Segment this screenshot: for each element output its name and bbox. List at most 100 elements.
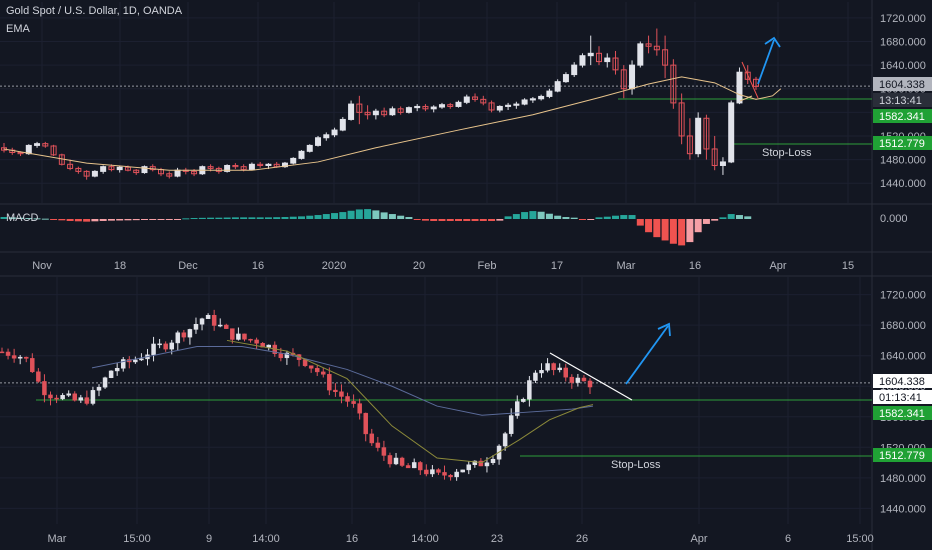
macd-bar — [140, 219, 148, 220]
price-tag-countdown-top: 13:13:41 — [873, 93, 932, 107]
macd-bar — [578, 219, 586, 220]
macd-bar — [74, 219, 82, 222]
candle — [484, 462, 490, 467]
macd-bar — [727, 214, 735, 219]
macd-bar — [240, 217, 248, 219]
macd-bar — [8, 217, 16, 219]
candle — [224, 164, 231, 172]
macd-bar — [570, 217, 578, 219]
stop-loss-label-bottom: Stop-Loss — [611, 459, 661, 471]
candle — [298, 150, 305, 159]
candle — [151, 343, 156, 356]
candle — [181, 332, 187, 338]
macd-bar — [463, 219, 471, 221]
macd-bar — [207, 217, 215, 219]
candle — [744, 71, 751, 80]
svg-text:01:13:41: 01:13:41 — [879, 392, 922, 404]
macd-bar — [488, 219, 496, 221]
price-tag-support-top: 1582.341 — [873, 109, 932, 123]
macd-bar — [231, 217, 239, 219]
candle — [315, 137, 322, 146]
macd-bar — [455, 219, 463, 221]
macd-bar — [669, 219, 677, 244]
candle — [30, 358, 35, 373]
candle — [393, 457, 399, 465]
x-tick-label: 2020 — [322, 260, 346, 272]
price-tag-stoploss-top: 1512.779 — [873, 136, 932, 150]
candle — [193, 324, 199, 330]
candle — [11, 355, 17, 359]
candle — [496, 105, 503, 111]
candle — [248, 338, 253, 341]
candle — [719, 161, 726, 166]
candle — [389, 108, 396, 116]
candle — [490, 458, 496, 464]
x-tick-label: 14:00 — [252, 533, 280, 545]
svg-text:13:13:41: 13:13:41 — [879, 95, 922, 107]
candle — [454, 471, 459, 478]
candle — [187, 329, 193, 338]
macd-bar — [289, 216, 297, 219]
macd-bar — [372, 210, 380, 219]
y-tick-label: 1440.000 — [880, 503, 926, 515]
x-tick-label: 6 — [785, 533, 791, 545]
macd-bar — [694, 219, 702, 233]
candle — [539, 370, 544, 374]
candle — [579, 55, 586, 66]
macd-bar — [83, 219, 91, 222]
candle — [23, 356, 29, 359]
candle — [508, 415, 514, 434]
candle — [357, 403, 362, 414]
x-tick-label: 20 — [413, 260, 425, 272]
candle — [414, 105, 421, 109]
candle — [521, 99, 528, 105]
candle — [48, 394, 53, 399]
macd-bar — [430, 219, 438, 221]
candle — [381, 447, 387, 456]
macd-label[interactable]: MACD — [6, 212, 38, 224]
support-trendline — [739, 95, 753, 102]
candle — [587, 380, 593, 388]
x-tick-label: 15:00 — [123, 533, 151, 545]
x-tick-label: Apr — [690, 533, 707, 545]
macd-bar — [612, 215, 620, 219]
macd-bar — [388, 214, 396, 219]
candle — [545, 363, 550, 371]
macd-bar — [545, 213, 553, 219]
candle — [448, 475, 453, 478]
candle — [345, 396, 350, 402]
x-tick-label: 9 — [206, 533, 212, 545]
x-tick-label: Mar — [617, 260, 636, 272]
x-tick-label: 18 — [114, 260, 126, 272]
candle — [54, 397, 59, 400]
candle — [333, 389, 338, 392]
macd-bar — [165, 219, 173, 220]
candle — [248, 163, 255, 171]
candle — [199, 318, 205, 325]
candle — [411, 462, 417, 469]
resistance-trendline — [741, 61, 759, 99]
candle — [100, 166, 107, 172]
indicator-label[interactable]: EMA — [6, 23, 31, 35]
macd-bar — [273, 217, 281, 219]
candle — [83, 170, 90, 177]
y-tick-label: 1440.000 — [880, 178, 926, 190]
macd-bar — [347, 210, 355, 219]
macd-bar — [479, 219, 487, 221]
candle — [281, 162, 288, 168]
macd-bar — [25, 218, 33, 220]
svg-text:1582.341: 1582.341 — [879, 111, 925, 123]
candle — [569, 376, 575, 383]
candle — [513, 103, 520, 106]
candle — [571, 64, 578, 76]
macd-bar — [529, 211, 537, 219]
macd-bar — [256, 217, 264, 219]
macd-bar — [215, 217, 223, 219]
candle — [356, 103, 363, 113]
x-tick-label: 15 — [842, 260, 854, 272]
candle — [175, 332, 181, 344]
candle — [587, 52, 594, 57]
candle — [230, 328, 235, 340]
